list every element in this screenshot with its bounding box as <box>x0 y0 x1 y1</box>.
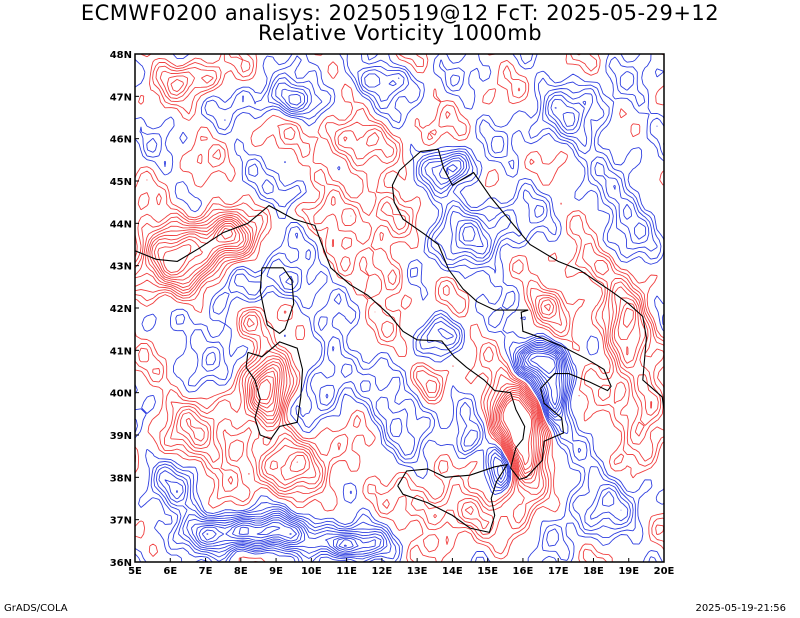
lon-tick-label: 15E <box>477 566 498 577</box>
negative-vorticity-contour <box>146 65 664 562</box>
negative-vorticity-contour <box>155 69 650 560</box>
software-credit: GrADS/COLA <box>4 603 68 614</box>
lon-tick-label: 20E <box>654 566 675 577</box>
negative-vorticity-contour <box>198 348 561 551</box>
negative-vorticity-contour <box>195 164 563 553</box>
positive-vorticity-contour <box>149 218 637 481</box>
map-title: ECMWF0200 analisys: 20250519@12 FcT: 202… <box>80 1 720 25</box>
lat-tick-label: 44N <box>110 219 132 230</box>
lat-tick-label: 47N <box>110 92 132 103</box>
lon-tick-label: 5E <box>128 566 142 577</box>
balkan-coast <box>437 149 664 410</box>
lon-tick-label: 13E <box>407 566 428 577</box>
lat-tick-label: 36N <box>110 558 132 569</box>
positive-vorticity-contour <box>135 54 664 562</box>
positive-vorticity-contour <box>151 220 634 478</box>
negative-vorticity-contour <box>201 350 559 549</box>
france-coast <box>135 232 224 262</box>
lat-tick-label: 45N <box>110 177 132 188</box>
lon-tick-label: 16E <box>513 566 534 577</box>
render-timestamp: 2025-05-19-21:56 <box>695 603 786 614</box>
lat-tick-label: 43N <box>110 262 132 273</box>
latitude-axis: 36N 37N 38N 39N 40N 41N 42N 43N 44N 45N 46N 47N 48N <box>110 50 139 569</box>
lat-tick-label: 41N <box>110 346 132 357</box>
lat-tick-label: 37N <box>110 516 132 527</box>
positive-vorticity-contour <box>157 225 534 471</box>
lon-tick-label: 19E <box>618 566 639 577</box>
coastline <box>135 148 664 534</box>
negative-vorticity-contour <box>530 355 556 375</box>
lat-tick-label: 38N <box>110 473 132 484</box>
longitude-axis: 5E 6E 7E 8E 9E 10E 11E 12E 13E 14E 15E 16E 17E 18E 19E… <box>128 558 675 577</box>
lon-tick-label: 6E <box>163 566 177 577</box>
lon-tick-label: 17E <box>548 566 569 577</box>
positive-vorticity-contour <box>162 227 532 466</box>
sardinia-coast <box>245 341 304 440</box>
negative-vorticity-contour <box>158 73 647 557</box>
map-subtitle: Relative Vorticity 1000mb <box>257 21 543 45</box>
italy-peninsula-coast <box>223 148 612 481</box>
positive-vorticity-contour <box>135 54 664 562</box>
positive-vorticity-contour <box>147 216 653 484</box>
vorticity-field <box>135 54 664 562</box>
sicily-coast <box>397 463 509 534</box>
lon-tick-label: 9E <box>269 566 283 577</box>
lon-tick-label: 11E <box>336 566 357 577</box>
lat-tick-label: 46N <box>110 135 132 146</box>
lat-tick-label: 39N <box>110 431 132 442</box>
negative-vorticity-contour <box>135 54 664 562</box>
lon-tick-label: 8E <box>234 566 248 577</box>
lon-tick-label: 10E <box>301 566 322 577</box>
positive-vorticity-contour <box>153 222 535 475</box>
lat-tick-label: 48N <box>110 50 132 61</box>
lat-tick-label: 42N <box>110 304 132 315</box>
lon-tick-label: 18E <box>583 566 604 577</box>
positive-vorticity-contour <box>135 70 664 535</box>
lon-tick-label: 7E <box>199 566 213 577</box>
lon-tick-label: 12E <box>371 566 392 577</box>
lon-tick-label: 14E <box>442 566 463 577</box>
corsica-coast <box>259 267 295 335</box>
positive-vorticity-contour <box>145 78 659 516</box>
lat-tick-label: 40N <box>110 389 132 400</box>
